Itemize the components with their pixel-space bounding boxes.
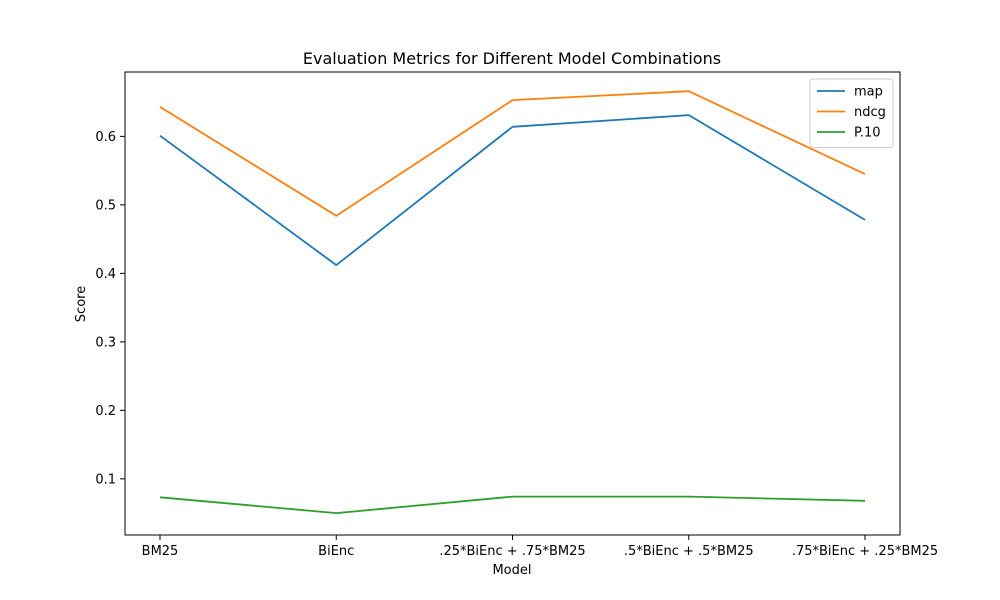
series-line-ndcg <box>159 90 866 217</box>
x-tick-label: .5*BiEnc + .5*BM25 <box>624 544 754 559</box>
chart-title: Evaluation Metrics for Different Model C… <box>303 49 721 68</box>
y-tick-label: 0.5 <box>95 198 116 213</box>
legend: map ndcg P.10 <box>809 78 894 148</box>
y-tick-label: 0.4 <box>95 267 116 282</box>
plot-lines <box>159 90 866 514</box>
x-tick-label: .25*BiEnc + .75*BM25 <box>439 544 585 559</box>
x-axis-label: Model <box>492 563 531 578</box>
x-tick-label: BM25 <box>142 544 179 559</box>
x-axis: BM25 BiEnc .25*BiEnc + .75*BM25 .5*BiEnc + … <box>142 535 938 559</box>
legend-label-p-10: P.10 <box>854 126 881 141</box>
legend-label-ndcg: ndcg <box>854 105 886 120</box>
x-tick-label: .75*BiEnc + .25*BM25 <box>792 544 938 559</box>
series-line-map <box>159 114 866 267</box>
y-tick-label: 0.2 <box>95 404 116 419</box>
series-line-p-10 <box>159 495 866 514</box>
y-axis: 0.1 0.2 0.3 0.4 0.5 0.6 <box>95 130 125 487</box>
y-tick-label: 0.3 <box>95 335 116 350</box>
plot-area-frame <box>124 71 901 536</box>
y-axis-label: Score <box>74 286 89 322</box>
legend-label-map: map <box>854 85 883 100</box>
y-tick-label: 0.6 <box>95 130 116 145</box>
y-tick-label: 0.1 <box>95 472 116 487</box>
x-tick-label: BiEnc <box>318 544 354 559</box>
legend-box <box>809 78 894 148</box>
